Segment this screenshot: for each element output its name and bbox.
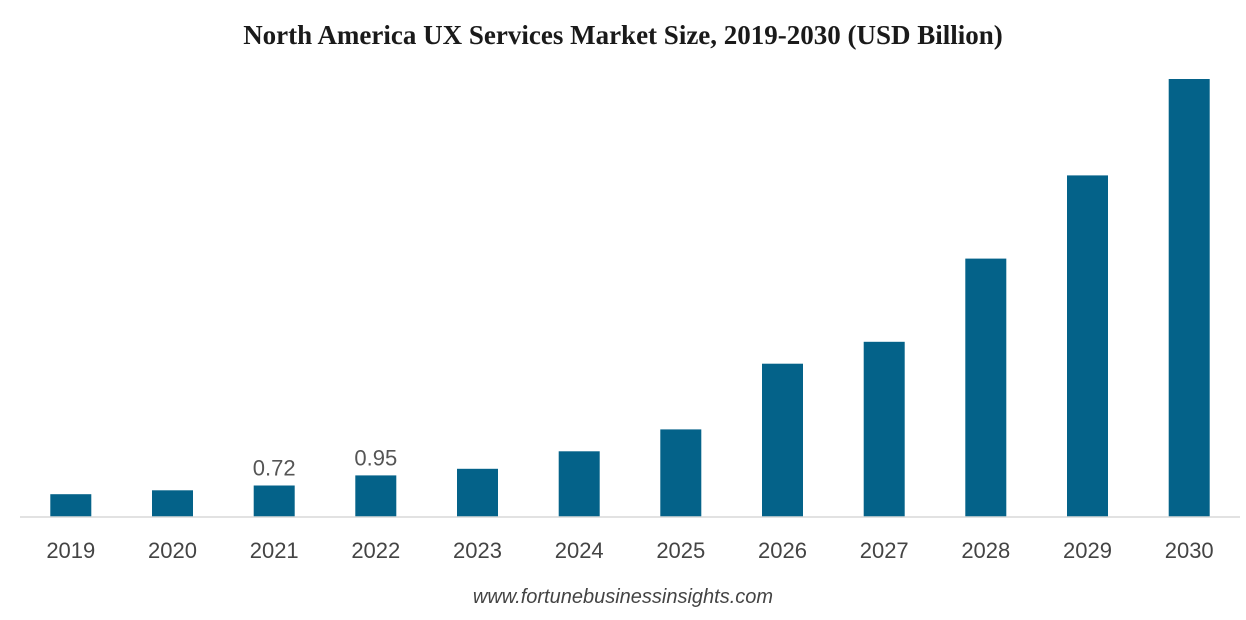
- bar-2027: [863, 341, 905, 517]
- bar-2030: [1168, 79, 1210, 517]
- x-tick-label: 2025: [656, 538, 705, 563]
- labels-layer: 0.72 0.95: [253, 445, 397, 480]
- chart-title: North America UX Services Market Size, 2…: [243, 20, 1003, 50]
- bar-2025: [660, 429, 702, 517]
- source-url: www.fortunebusinessinsights.com: [472, 586, 774, 608]
- x-tick-label: 2030: [1165, 538, 1214, 563]
- x-tick-label: 2022: [351, 538, 400, 563]
- x-tick-label: 2027: [860, 538, 909, 563]
- x-tick-label: 2023: [453, 538, 502, 563]
- bar-2026: [762, 363, 803, 517]
- x-tick-label: 2024: [555, 538, 604, 563]
- data-label-2022: 0.95: [354, 445, 397, 470]
- bar-2021: [253, 485, 295, 517]
- bar-2019: [50, 494, 92, 517]
- bar-2028: [965, 258, 1007, 517]
- x-axis-ticks: 2019 2020 2021 2022 2023 2024 2025 2026 2027 2028…: [46, 538, 1213, 563]
- bars-layer: [50, 79, 1210, 517]
- x-tick-label: 2019: [46, 538, 95, 563]
- x-tick-label: 2029: [1063, 538, 1112, 563]
- x-tick-label: 2020: [148, 538, 197, 563]
- x-tick-label: 2028: [961, 538, 1010, 563]
- bar-2029: [1067, 175, 1108, 517]
- bar-2022: [355, 475, 397, 517]
- bar-2023: [457, 468, 498, 517]
- x-tick-label: 2026: [758, 538, 807, 563]
- bar-2020: [152, 490, 193, 517]
- data-label-2021: 0.72: [253, 456, 296, 481]
- bar-2024: [558, 451, 600, 517]
- x-tick-label: 2021: [250, 538, 299, 563]
